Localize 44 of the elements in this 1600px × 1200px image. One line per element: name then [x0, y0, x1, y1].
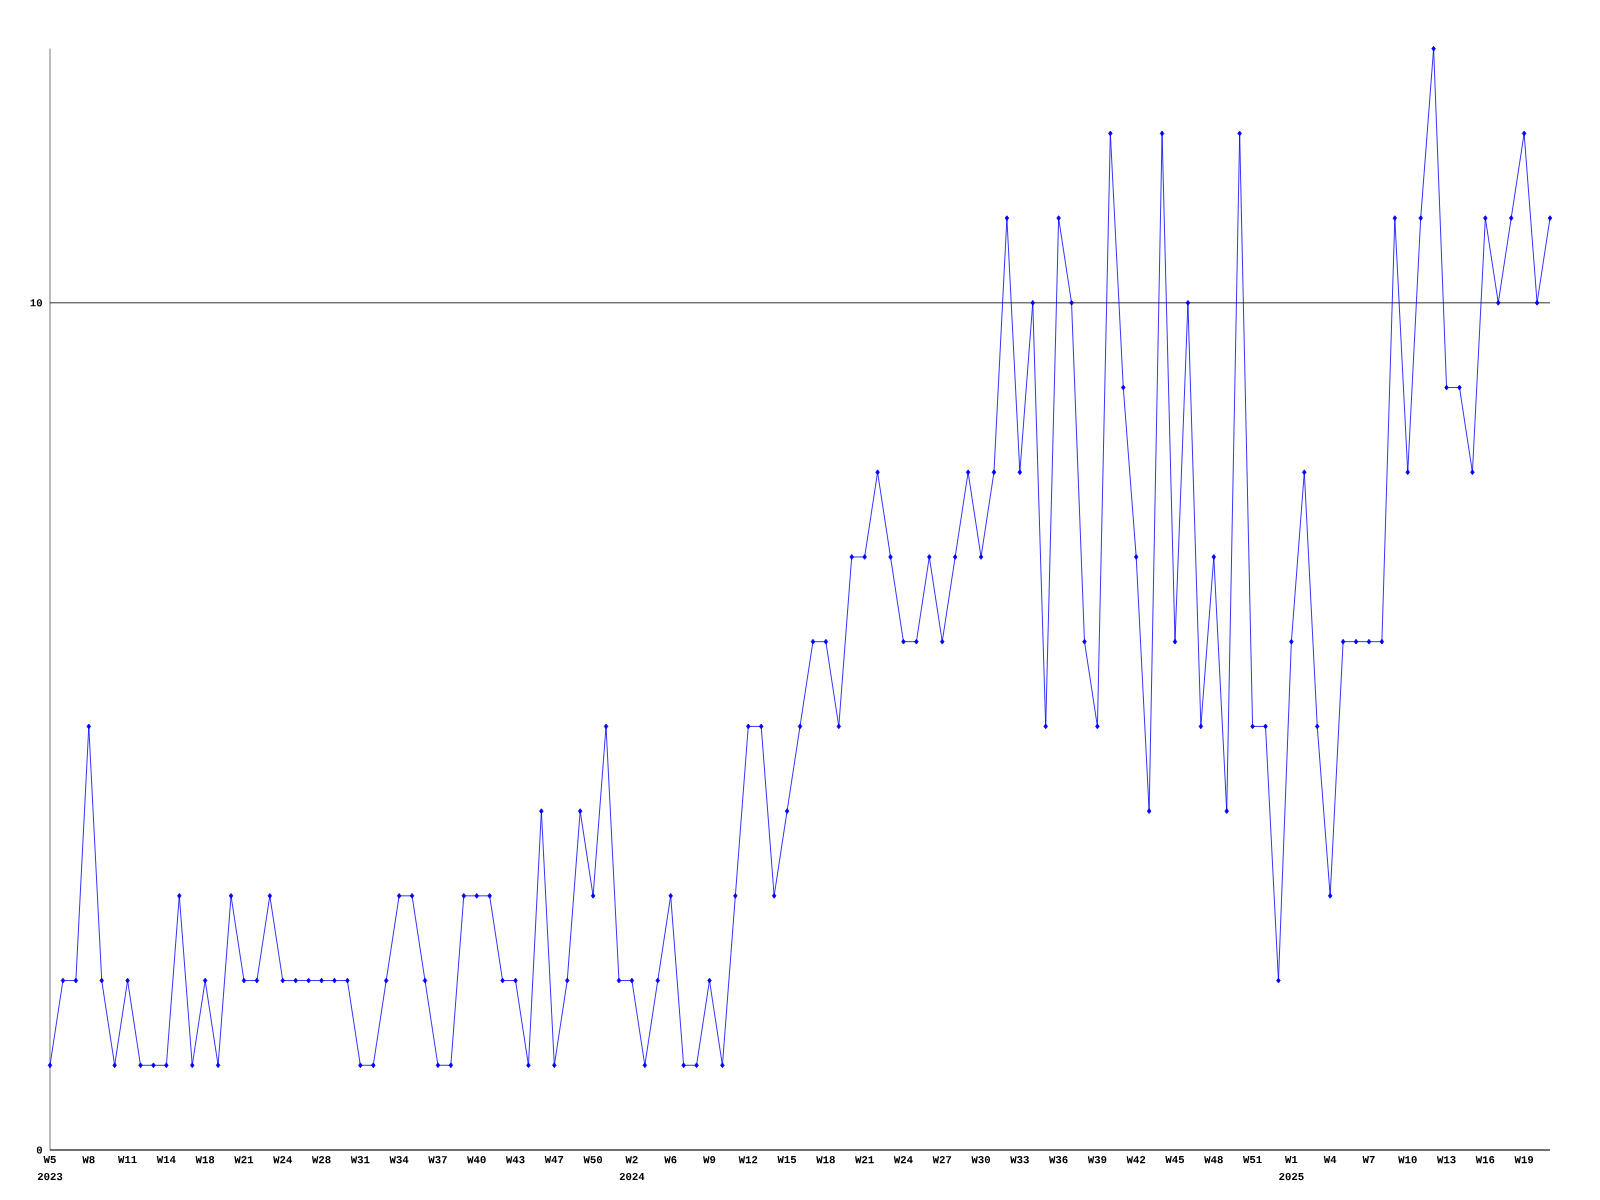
x-tick-label: W6 — [664, 1156, 677, 1164]
x-tick-label: W48 — [1204, 1156, 1223, 1164]
x-tick-label: W37 — [428, 1156, 447, 1164]
x-tick-label: W16 — [1475, 1156, 1495, 1164]
x-tick-label: W15 — [777, 1156, 797, 1164]
x-tick-label: W4 — [1323, 1156, 1337, 1164]
x-tick-label: W40 — [467, 1156, 486, 1164]
x-tick-label: W13 — [1436, 1156, 1456, 1164]
x-tick-label: W1 — [1284, 1156, 1298, 1164]
text: 2024 — [619, 1172, 645, 1181]
x-tick-label: W7 — [1362, 1156, 1375, 1164]
x-tick-label: W8 — [82, 1156, 95, 1164]
x-tick-label: W43 — [505, 1156, 525, 1164]
x-tick-label: W28 — [311, 1156, 331, 1164]
x-tick-label: W11 — [117, 1156, 137, 1164]
x-tick-label: W21 — [855, 1156, 874, 1164]
x-tick-label: W2 — [625, 1156, 638, 1164]
x-tick-label: W31 — [350, 1156, 370, 1164]
text: 2023 — [37, 1172, 63, 1181]
text: 2025 — [1279, 1172, 1304, 1181]
x-tick-label: W18 — [195, 1156, 215, 1164]
x-tick-label: W39 — [1087, 1156, 1107, 1164]
x-tick-label: W42 — [1126, 1156, 1146, 1164]
x-tick-label: W9 — [703, 1156, 716, 1164]
x-tick-label: W19 — [1514, 1156, 1534, 1164]
x-tick-label: W50 — [583, 1156, 603, 1164]
x-tick-label: W30 — [971, 1156, 991, 1164]
y-tick-label: 10 — [30, 299, 43, 307]
x-tick-label: W34 — [389, 1156, 409, 1164]
x-tick-label: W51 — [1242, 1156, 1262, 1164]
x-tick-label: W14 — [156, 1156, 176, 1164]
x-tick-label: W36 — [1049, 1156, 1068, 1164]
x-tick-label: W24 — [893, 1156, 913, 1164]
x-tick-label: W33 — [1010, 1156, 1029, 1164]
x-tick-label: W27 — [932, 1156, 952, 1164]
x-tick-label: W24 — [273, 1156, 293, 1164]
x-tick-label: W47 — [544, 1156, 564, 1164]
x-tick-label: W45 — [1165, 1156, 1185, 1164]
x-tick-label: W10 — [1398, 1156, 1417, 1164]
x-tick-label: W5 — [43, 1156, 56, 1164]
x-tick-label: W18 — [816, 1156, 835, 1164]
y-tick-label: 0 — [36, 1146, 43, 1154]
x-tick-label: W21 — [234, 1156, 254, 1164]
x-tick-label: W12 — [738, 1156, 758, 1164]
